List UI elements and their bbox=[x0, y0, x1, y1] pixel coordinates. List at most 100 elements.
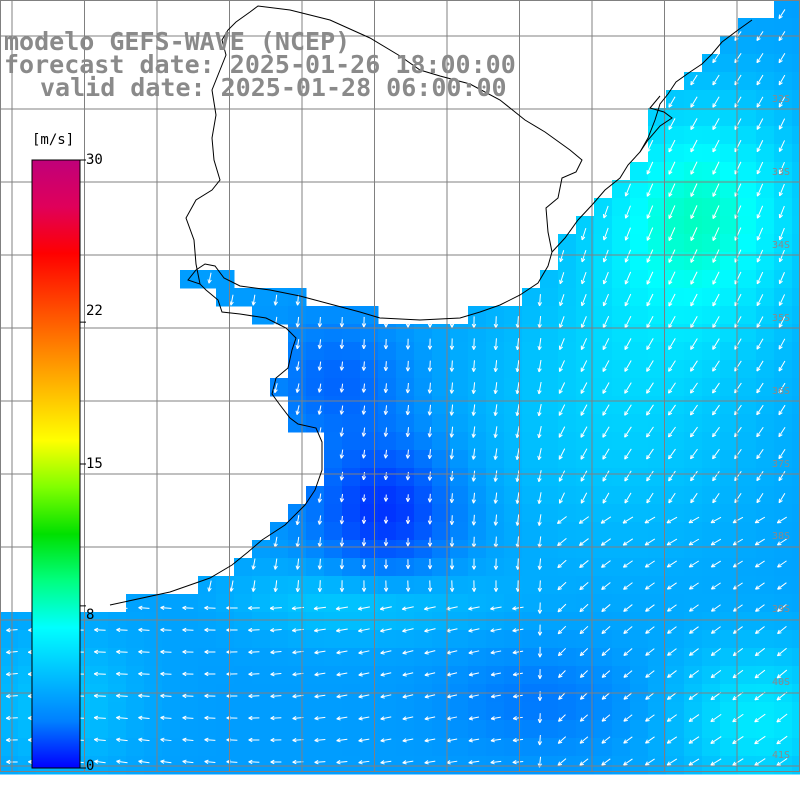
wind-arrow bbox=[578, 516, 590, 524]
wind-cell bbox=[630, 180, 649, 199]
wind-cell bbox=[108, 738, 127, 757]
wind-cell bbox=[666, 630, 685, 649]
wind-cell bbox=[252, 612, 271, 631]
wind-cell bbox=[630, 522, 649, 541]
wind-cell bbox=[252, 648, 271, 667]
wind-cell bbox=[450, 468, 469, 487]
wind-cell bbox=[396, 486, 415, 505]
wind-arrow bbox=[380, 650, 392, 655]
wind-cell bbox=[450, 648, 469, 667]
wind-cell bbox=[396, 576, 415, 595]
wind-arrow bbox=[624, 492, 632, 504]
wind-cell bbox=[360, 342, 379, 361]
wind-cell bbox=[666, 432, 685, 451]
wind-cell bbox=[540, 720, 559, 739]
wind-arrow bbox=[295, 558, 300, 570]
wind-cell bbox=[306, 756, 325, 775]
wind-cell bbox=[360, 432, 379, 451]
wind-cell bbox=[612, 198, 631, 217]
wind-cell bbox=[720, 720, 739, 739]
wind-arrow bbox=[339, 361, 345, 371]
wind-arrow bbox=[778, 272, 785, 285]
wind-arrow bbox=[712, 96, 720, 108]
wind-cell bbox=[162, 756, 181, 775]
wind-cell bbox=[306, 306, 325, 325]
forecast-date: forecast date: 2025-01-26 18:00:00 bbox=[4, 50, 516, 79]
wind-arrow bbox=[601, 648, 611, 657]
wind-cell bbox=[504, 720, 523, 739]
wind-arrow bbox=[602, 470, 610, 482]
wind-cell bbox=[486, 342, 505, 361]
wind-cell bbox=[540, 666, 559, 685]
lat-label-35s: 35S bbox=[772, 313, 791, 324]
wind-cell bbox=[702, 576, 721, 595]
wind-cell bbox=[666, 378, 685, 397]
wind-cell bbox=[540, 270, 559, 289]
wind-cell bbox=[792, 126, 800, 145]
wind-cell bbox=[414, 540, 433, 559]
wind-arrow bbox=[668, 161, 676, 175]
wind-cell bbox=[486, 540, 505, 559]
wind-cell bbox=[486, 504, 505, 523]
wind-arrow bbox=[623, 626, 633, 634]
wind-cell bbox=[288, 720, 307, 739]
wind-arrow bbox=[490, 606, 502, 611]
wind-cell bbox=[0, 738, 19, 757]
wind-arrow bbox=[295, 294, 301, 306]
wind-arrow bbox=[204, 649, 216, 655]
wind-arrow bbox=[380, 628, 392, 633]
wind-cell bbox=[594, 306, 613, 325]
wind-arrow bbox=[512, 672, 523, 677]
wind-cell bbox=[792, 90, 800, 109]
wind-cell bbox=[792, 594, 800, 613]
wind-arrow bbox=[602, 316, 610, 329]
wind-cell bbox=[792, 270, 800, 289]
wind-arrow bbox=[712, 227, 720, 241]
wind-cell bbox=[774, 234, 793, 253]
wind-cell bbox=[756, 522, 775, 541]
wind-cell bbox=[666, 648, 685, 667]
wind-cell bbox=[666, 594, 685, 613]
wind-arrow bbox=[427, 316, 433, 328]
wind-cell bbox=[252, 630, 271, 649]
wind-arrow bbox=[558, 670, 566, 678]
wind-cell bbox=[738, 36, 757, 55]
wind-cell bbox=[396, 504, 415, 523]
wind-cell bbox=[594, 378, 613, 397]
wind-cell bbox=[396, 540, 415, 559]
wind-cell bbox=[630, 162, 649, 181]
wind-arrow bbox=[471, 558, 477, 570]
wind-cell bbox=[756, 90, 775, 109]
wind-arrow bbox=[182, 759, 194, 764]
wind-cell bbox=[576, 756, 595, 775]
wind-arrow bbox=[537, 756, 542, 768]
colorbar-tick-22: 22 bbox=[86, 303, 103, 319]
wind-cell bbox=[126, 666, 145, 685]
wind-arrow bbox=[493, 316, 499, 328]
wind-cell bbox=[792, 234, 800, 253]
wind-arrow bbox=[361, 559, 367, 570]
wind-cell bbox=[648, 450, 667, 469]
wind-arrow bbox=[336, 694, 348, 699]
wind-arrow bbox=[512, 759, 524, 765]
wind-arrow bbox=[754, 560, 765, 568]
wind-cell bbox=[270, 738, 289, 757]
wind-arrow bbox=[493, 492, 498, 504]
wind-arrow bbox=[710, 516, 722, 524]
wind-cell bbox=[306, 648, 325, 667]
wind-cell bbox=[360, 414, 379, 433]
wind-cell bbox=[450, 378, 469, 397]
wind-cell bbox=[486, 324, 505, 343]
wind-arrow bbox=[777, 626, 787, 635]
wind-cell bbox=[234, 738, 253, 757]
wind-arrow bbox=[668, 492, 676, 504]
wind-cell bbox=[648, 468, 667, 487]
wind-arrow bbox=[600, 516, 612, 524]
wind-cell bbox=[468, 630, 487, 649]
wind-arrow bbox=[336, 738, 348, 743]
wind-arrow bbox=[689, 404, 698, 416]
wind-cell bbox=[720, 630, 739, 649]
wind-arrow bbox=[449, 426, 454, 438]
wind-arrow bbox=[579, 758, 589, 766]
lat-label-36s: 36S bbox=[772, 386, 791, 397]
